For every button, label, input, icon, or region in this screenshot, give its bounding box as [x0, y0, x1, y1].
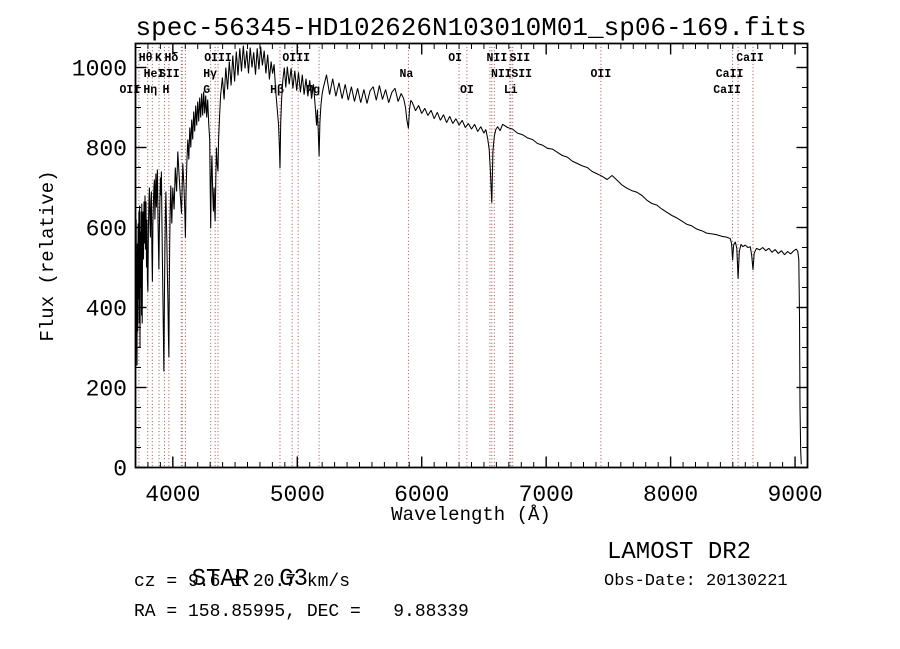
y-tick-label: 400 — [86, 297, 127, 323]
spectral-line-label: CaII — [736, 52, 764, 65]
spectral-line-label: Hγ — [203, 68, 217, 81]
spectral-line-label: NII — [487, 52, 508, 65]
spectral-line-label: OI — [460, 84, 474, 97]
y-tick-label: 200 — [86, 377, 127, 403]
spectral-line-label: CaII — [713, 84, 741, 97]
x-tick-label: 6000 — [394, 482, 449, 508]
y-tick-label: 600 — [86, 217, 127, 243]
obs-date-text: Obs-Date: 20130221 — [604, 572, 788, 591]
y-tick-label: 800 — [86, 137, 127, 163]
spectral-line-label: Hδ — [164, 52, 178, 65]
spectral-line-label: K — [155, 52, 162, 65]
plot-frame — [134, 42, 809, 469]
cz-velocity-text: cz = 9.6 ± 20.7 km/s — [134, 572, 351, 592]
spectral-line-label: SII — [159, 68, 180, 81]
spectral-line-label: H — [162, 84, 169, 97]
x-tick-label: 4000 — [145, 482, 200, 508]
spectral-line-label: OIII — [282, 52, 310, 65]
spectral-line-label: G — [203, 84, 210, 97]
x-tick-label: 8000 — [643, 482, 698, 508]
spectrum-trace — [134, 45, 802, 465]
spectral-line-label: OIII — [204, 52, 232, 65]
plot-title: spec-56345-HD102626N103010M01_sp06-169.f… — [135, 13, 807, 43]
spectral-line-label: Na — [399, 68, 413, 81]
spectral-line-label: SII — [509, 52, 530, 65]
spectral-line-label: Hθ — [139, 52, 153, 65]
survey-release-text: LAMOST DR2 — [607, 539, 752, 566]
ra-dec-text: RA = 158.85995, DEC = 9.88339 — [134, 602, 469, 622]
x-tick-label: 7000 — [519, 482, 574, 508]
y-tick-label: 1000 — [72, 57, 127, 83]
x-axis-label: Wavelength (Å) — [391, 504, 551, 526]
spectral-line-label: OI — [448, 52, 462, 65]
y-axis-label: Flux (relative) — [37, 170, 59, 342]
object-classification: STAR G3 — [134, 539, 308, 620]
y-tick-label: 0 — [113, 457, 127, 483]
object-class: STAR — [191, 566, 250, 593]
spectral-line-label: Hβ — [270, 84, 284, 97]
spectral-line-label: Li — [504, 84, 518, 97]
spectral-line-label: OII — [120, 84, 141, 97]
spectral-line-label: HeI — [144, 68, 165, 81]
x-tick-label: 9000 — [767, 482, 822, 508]
object-subclass: G3 — [279, 566, 309, 593]
x-tick-label: 5000 — [270, 482, 325, 508]
spectral-line-label: NII — [491, 68, 512, 81]
spectral-line-label: SII — [511, 68, 532, 81]
spectral-line-label: CaII — [716, 68, 744, 81]
spectral-line-label: OII — [591, 68, 612, 81]
spectral-line-label: Hη — [143, 84, 157, 97]
